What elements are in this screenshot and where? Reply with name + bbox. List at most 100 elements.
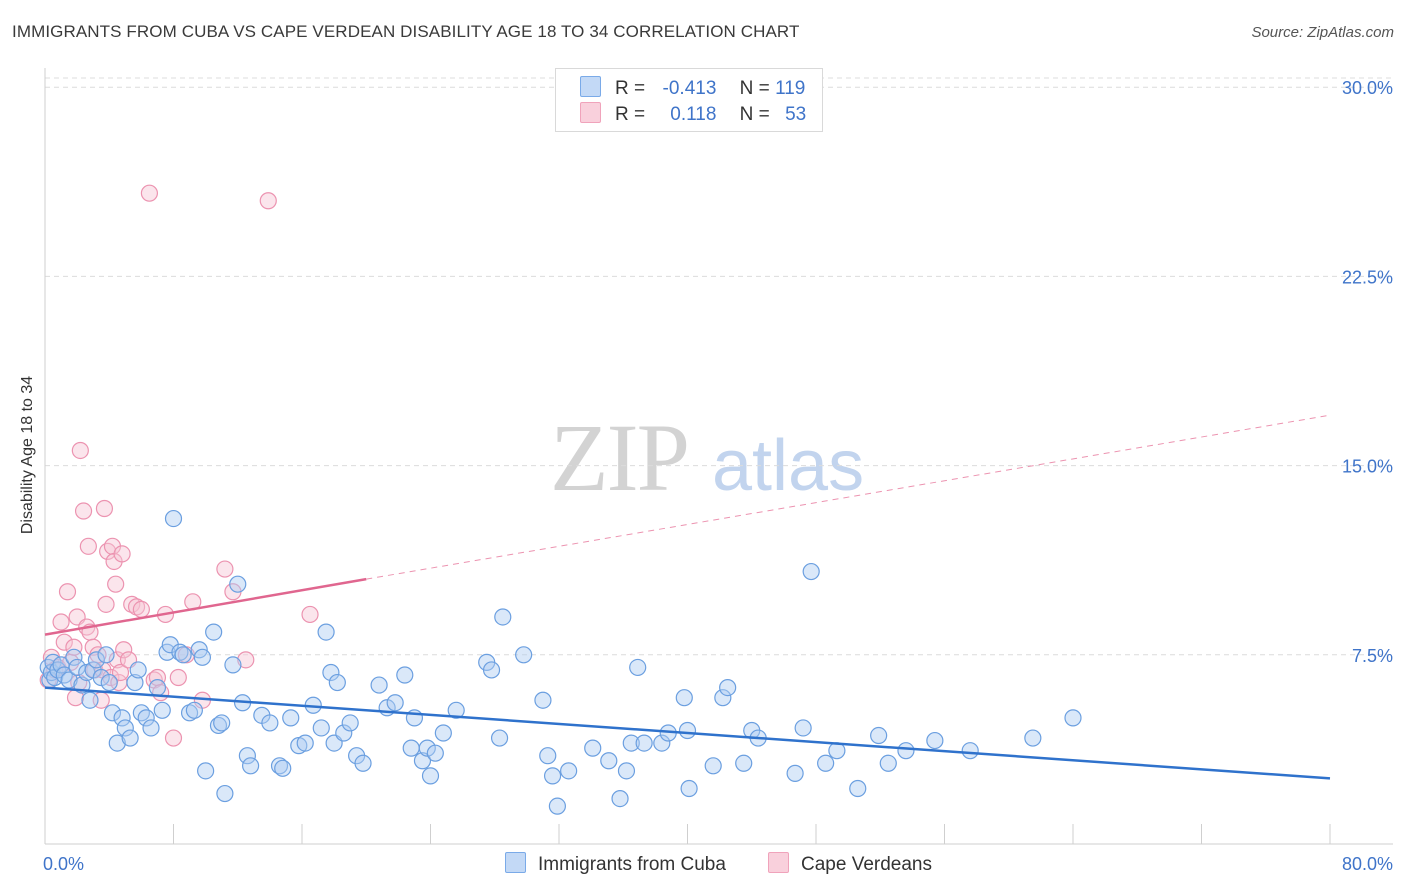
cuba-point-87: [548, 797, 566, 815]
cuba-point-70: [396, 666, 414, 684]
cape-verdeans-point-37: [132, 600, 150, 619]
cuba-point-33: [164, 509, 183, 528]
stats-row-cuba: R = -0.413 N = 119: [580, 76, 805, 100]
cuba-point-75: [421, 767, 440, 785]
legend-item-cuba: Immigrants from Cuba: [505, 852, 726, 876]
cuba-point-63: [335, 724, 353, 742]
cuba-point-19: [103, 704, 122, 722]
n-value-cuba: 119: [775, 78, 806, 99]
cuba-point-94: [629, 658, 647, 677]
cuba-point-45: [224, 656, 242, 674]
cuba-point-113: [870, 726, 888, 745]
cape-verdeans-point-28: [107, 575, 125, 593]
cuba-point-52: [270, 757, 289, 775]
y-tick-label-0: 7.5%: [1352, 646, 1393, 666]
cuba-point-108: [794, 719, 812, 737]
watermark: ZIP atlas: [550, 404, 864, 511]
cuba-point-51: [261, 714, 279, 732]
cuba-point-54: [282, 709, 300, 727]
cuba-point-25: [129, 661, 147, 679]
r-value-cuba: -0.413: [662, 78, 717, 99]
cape-verdeans-point-13: [74, 502, 93, 520]
cape-verdeans-point-35: [123, 595, 141, 613]
cuba-point-116: [926, 731, 944, 750]
cuba-point-91: [611, 789, 629, 808]
cuba-point-95: [635, 734, 653, 752]
cape-verdeans-point-24: [99, 542, 117, 560]
cuba-point-13: [81, 691, 99, 709]
legend-item-cape-verdeans: Cape Verdeans: [768, 852, 932, 876]
cuba-point-67: [370, 676, 388, 694]
cuba-point-60: [322, 663, 340, 682]
cuba-point-114: [879, 754, 897, 772]
cuba-point-18: [100, 673, 118, 692]
cape-verdeans-point-44: [169, 668, 187, 687]
cuba-point-83: [515, 646, 533, 664]
cape-verdeans-point-23: [97, 595, 115, 613]
cuba-point-73: [413, 752, 432, 770]
cape-verdeans-point-32: [113, 545, 131, 563]
cuba-point-22: [116, 719, 134, 737]
cuba-point-117: [961, 742, 979, 760]
cuba-point-20: [108, 734, 126, 752]
cuba-point-36: [180, 704, 199, 722]
cape-verdeans-point-38: [140, 184, 159, 202]
cape-verdeans-point-36: [127, 598, 146, 616]
cuba-point-118: [1024, 729, 1042, 747]
cuba-point-90: [600, 752, 618, 770]
cape-verdeans-point-4: [52, 613, 70, 631]
legend-swatch-pink: [768, 852, 789, 873]
cuba-point-37: [185, 701, 203, 719]
cuba-point-69: [386, 694, 404, 712]
y-tick-label-1: 15.0%: [1342, 457, 1393, 477]
cuba-point-8: [60, 671, 78, 689]
cape-verdeans-point-51: [259, 192, 277, 210]
cuba-point-53: [274, 759, 292, 777]
cuba-point-93: [622, 734, 640, 752]
cuba-point-103: [719, 678, 737, 697]
cuba-point-107: [786, 764, 804, 782]
r-label: R =: [615, 104, 646, 125]
r-value-cape-verdeans: 0.118: [670, 104, 717, 125]
cuba-point-86: [543, 767, 562, 785]
legend-label-cape-verdeans: Cape Verdeans: [801, 854, 932, 875]
cuba-point-7: [55, 666, 73, 684]
series-cape-verdeans: [39, 184, 319, 747]
cape-verdeans-point-8: [65, 638, 83, 656]
cuba-point-88: [560, 762, 578, 780]
trend-line-cape-verdeans: [44, 577, 367, 636]
cuba-point-77: [434, 724, 452, 742]
cape-verdeans-point-6: [58, 583, 77, 601]
cuba-point-48: [238, 747, 256, 765]
cuba-point-0: [39, 658, 57, 677]
cuba-point-46: [229, 575, 247, 593]
cuba-point-35: [174, 646, 192, 664]
cuba-point-81: [490, 729, 509, 747]
stats-row-cape-verdeans: R = 0.118 N = 53: [580, 102, 806, 126]
cuba-point-112: [849, 779, 867, 798]
cuba-point-26: [132, 704, 150, 722]
legend-swatch-blue: [505, 852, 526, 873]
cuba-point-28: [142, 719, 160, 737]
cuba-point-71: [402, 739, 420, 757]
trend-line-cuba: [44, 686, 1331, 780]
cuba-point-43: [213, 714, 231, 732]
cuba-point-21: [113, 709, 131, 727]
cape-verdeans-point-48: [216, 560, 234, 578]
cuba-point-76: [426, 744, 444, 762]
cuba-point-96: [653, 734, 671, 752]
cuba-point-92: [617, 762, 636, 780]
cuba-point-89: [584, 739, 602, 757]
cuba-point-56: [296, 734, 314, 752]
y-axis-label: Disability Age 18 to 34: [19, 375, 36, 535]
cape-verdeans-point-22: [95, 499, 114, 518]
series-cuba: [39, 509, 1082, 815]
cuba-point-15: [87, 651, 106, 669]
trend-lines: [44, 414, 1331, 780]
cuba-point-9: [65, 648, 83, 666]
r-label: R =: [615, 78, 646, 99]
cuba-point-78: [447, 701, 465, 719]
cape-verdeans-point-43: [164, 729, 183, 747]
cape-verdeans-point-5: [55, 633, 73, 651]
